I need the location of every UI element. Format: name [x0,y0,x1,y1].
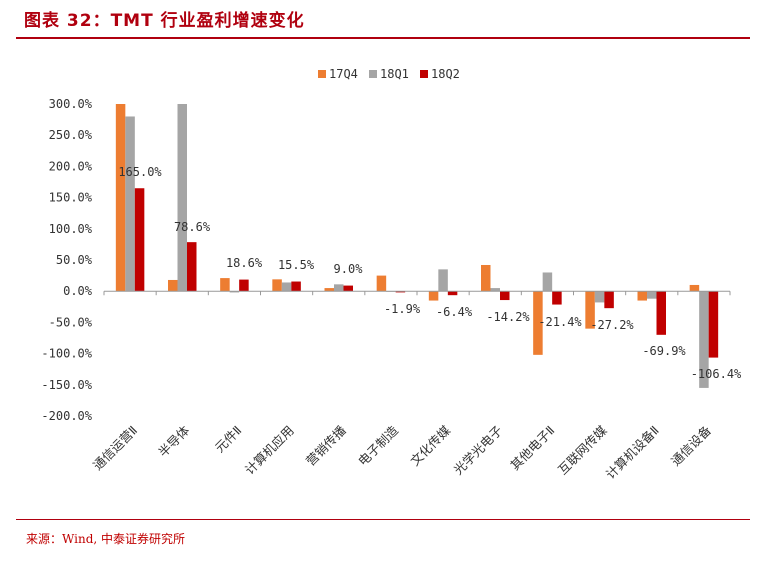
bar-18Q2 [604,291,614,309]
y-tick-label: -200.0% [41,409,92,423]
legend-swatch-18Q2 [420,70,428,78]
bar-17Q4 [533,291,543,355]
bar-18Q2 [239,279,249,292]
bar-17Q4 [637,291,647,301]
data-label: 15.5% [278,258,315,272]
bar-18Q2 [343,285,353,292]
bar-17Q4 [168,279,178,292]
bar-18Q1 [594,291,605,303]
category-label: 通信运营Ⅱ [90,423,140,473]
y-tick-label: 150.0% [49,191,93,205]
data-label: 9.0% [334,262,364,276]
category-label: 计算机设备Ⅱ [603,423,662,482]
bars [115,104,719,388]
data-label: -106.4% [691,367,742,381]
bar-17Q4 [272,279,282,292]
data-label: -27.2% [590,318,634,332]
y-tick-label: 200.0% [49,159,93,173]
data-label: -14.2% [486,310,530,324]
category-label: 半导体 [155,422,192,459]
bar-17Q4 [115,104,126,292]
data-label: -1.9% [384,302,421,316]
legend-swatch-18Q1 [369,70,377,78]
y-tick-label: 250.0% [49,128,93,142]
data-label: -6.4% [436,305,473,319]
bar-18Q1 [281,282,292,292]
data-label: 165.0% [118,165,162,179]
footer-rule [16,519,750,520]
bar-17Q4 [481,264,491,292]
bar-17Q4 [324,288,334,292]
bar-18Q2 [500,291,510,301]
bar-18Q2 [291,281,301,292]
bar-18Q1 [647,291,657,299]
y-tick-label: 100.0% [49,222,93,236]
category-label: 营销传播 [303,422,349,468]
legend-label-18Q1: 18Q1 [380,67,409,81]
y-tick-label: 50.0% [56,253,93,267]
bar-17Q4 [689,284,700,292]
bar-17Q4 [376,275,387,292]
bar-18Q1 [125,116,135,292]
category-label: 其他电子Ⅱ [507,423,557,473]
category-label: 互联网传媒 [555,422,610,477]
bar-18Q2 [552,291,562,305]
bar-18Q1 [438,269,448,292]
bar-17Q4 [428,291,439,301]
bar-18Q2 [187,242,197,292]
y-tick-label: -100.0% [41,347,92,361]
bar-18Q1 [334,284,344,292]
bar-17Q4 [220,278,230,292]
source-note: 来源：Wind, 中泰证券研究所 [26,532,186,546]
bar-18Q2 [447,291,458,296]
data-label: 18.6% [226,256,263,270]
bar-18Q1 [490,288,500,292]
x-axis [103,290,731,296]
bar-17Q4 [585,291,595,329]
legend-swatch-17Q4 [318,70,326,78]
chart-title: 图表 32：TMT 行业盈利增速变化 [24,11,305,31]
bar-18Q1 [177,104,187,292]
bar-chart: 17Q4 18Q1 18Q2 300.0% 250.0% 200.0% 150.0% 100… [41,67,742,482]
bar-18Q1 [542,272,553,292]
y-tick-label: -150.0% [41,378,92,392]
category-label: 元件Ⅱ [212,423,245,456]
data-label: -21.4% [538,315,582,329]
category-label: 电子制造 [355,422,401,468]
bar-18Q1 [699,291,709,388]
category-label: 通信设备 [668,422,714,468]
bar-18Q2 [134,188,145,292]
data-label: 78.6% [174,220,211,234]
bar-18Q2 [656,291,666,335]
legend-label-18Q2: 18Q2 [431,67,460,81]
data-labels: 165.0% 78.6% 18.6% 15.5% 9.0% -1.9% -6.4% -14.2… [118,165,742,381]
y-tick-label: 300.0% [49,97,93,111]
title-rule [16,37,750,39]
category-label: 文化传媒 [407,422,453,468]
data-label: -69.9% [642,344,686,358]
y-axis: 300.0% 250.0% 200.0% 150.0% 100.0% 50.0% 0.0% -… [41,97,92,423]
y-tick-label: -50.0% [49,315,93,329]
category-label: 光学光电子 [451,423,506,478]
bar-18Q2 [708,291,719,358]
category-label: 计算机应用 [242,423,297,478]
bar-18Q2 [395,291,406,293]
y-tick-label: 0.0% [63,284,93,298]
bar-18Q1 [229,291,240,293]
legend-label-17Q4: 17Q4 [329,67,358,81]
legend: 17Q4 18Q1 18Q2 [318,67,460,81]
